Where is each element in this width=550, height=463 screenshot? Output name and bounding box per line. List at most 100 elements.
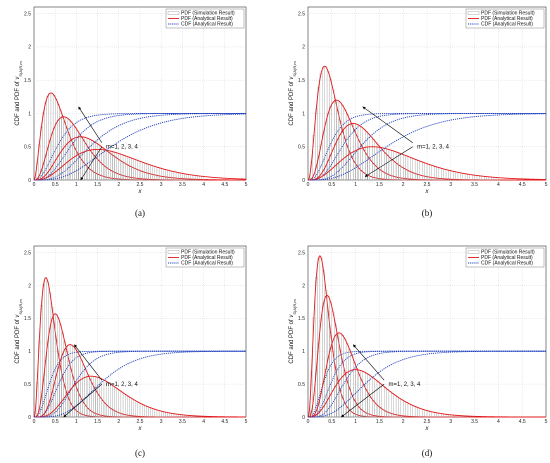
- y-tick-label: 1: [302, 349, 305, 355]
- x-tick-label: 2.5: [424, 419, 431, 425]
- legend-entry-label: CDF (Analytical Result): [181, 22, 233, 28]
- x-tick-label: 2: [117, 182, 120, 188]
- y-tick-label: 0.5: [24, 382, 31, 388]
- y-tick-label: 2: [28, 45, 31, 51]
- pdf-analytical-curve-m4: [308, 146, 547, 181]
- x-tick-label: 4.5: [221, 182, 228, 188]
- legend-entry-label: PDF (Analytical Result): [481, 16, 533, 22]
- y-axis-label: CDF and PDF of vS(A)R,m: [289, 299, 297, 364]
- legend-swatch-histogram: [467, 250, 480, 254]
- cdf-analytical-curve-m4: [34, 113, 247, 181]
- y-tick-label: 2.5: [298, 11, 305, 17]
- x-tick-label: 2.5: [424, 182, 431, 188]
- x-tick-label: 0.5: [52, 182, 59, 188]
- x-tick-label: 0: [33, 182, 36, 188]
- x-tick-label: 3.5: [179, 182, 186, 188]
- legend-entry-label: PDF (Analytical Result): [181, 16, 233, 22]
- x-tick-label: 1: [354, 182, 357, 188]
- x-tick-label: 4.5: [519, 419, 526, 425]
- y-tick-label: 1.5: [24, 78, 31, 84]
- panel-caption: (b): [422, 208, 433, 218]
- legend-box: [465, 8, 545, 29]
- x-tick-label: 3: [449, 419, 452, 425]
- cdf-analytical-curve-m4: [308, 350, 546, 418]
- x-tick-label: 4.5: [221, 419, 228, 425]
- x-tick-label: 0.5: [328, 419, 335, 425]
- y-tick-label: 2: [302, 45, 305, 51]
- y-tick-label: 0: [302, 415, 305, 421]
- x-axis-label: x: [425, 426, 430, 432]
- cdf-analytical-curve-m2: [34, 113, 246, 181]
- y-tick-label: 1: [28, 349, 31, 355]
- annotation-arrow-down: [364, 146, 413, 177]
- annotation-label: m=1, 2, 3, 4: [106, 382, 139, 388]
- x-tick-label: 0.5: [52, 419, 59, 425]
- x-tick-label: 5: [245, 182, 248, 188]
- x-tick-label: 5: [545, 182, 548, 188]
- x-tick-label: 0: [307, 182, 310, 188]
- x-tick-label: 1.5: [94, 419, 101, 425]
- legend-entry-label: CDF (Analytical Result): [481, 22, 533, 28]
- legend-entry-label: CDF (Analytical Result): [181, 261, 233, 267]
- x-tick-label: 1.5: [376, 182, 383, 188]
- x-tick-label: 3: [160, 182, 163, 188]
- cdf-analytical-curve-m3: [34, 113, 246, 181]
- legend-swatch-histogram: [167, 250, 180, 254]
- annotation-label: m=1, 2, 3, 4: [389, 382, 422, 388]
- annotation-label: m=1, 2, 3, 4: [106, 145, 139, 151]
- legend-entry-label: PDF (Simulation Result): [481, 11, 535, 17]
- panel-caption: (c): [135, 448, 145, 458]
- x-tick-label: 2: [402, 182, 405, 188]
- y-tick-label: 1: [302, 111, 305, 117]
- x-tick-label: 4: [497, 182, 500, 188]
- y-axis-label: CDF and PDF of vS(A)R,m: [15, 61, 23, 126]
- legend-entry-label: PDF (Simulation Result): [181, 250, 235, 256]
- x-tick-label: 5: [545, 419, 548, 425]
- x-tick-label: 0: [33, 419, 36, 425]
- annotation-arrow-up: [362, 106, 413, 143]
- y-tick-label: 0.5: [298, 145, 305, 151]
- x-axis-label: x: [138, 189, 143, 195]
- x-tick-label: 5: [245, 419, 248, 425]
- annotation-label: m=1, 2, 3, 4: [417, 145, 450, 151]
- x-tick-label: 1: [75, 182, 78, 188]
- pdf-analytical-curve-m4: [34, 375, 246, 418]
- legend-swatch-histogram: [167, 11, 180, 15]
- annotation-arrow-up: [352, 344, 385, 381]
- y-tick-label: 0: [28, 178, 31, 184]
- annotation-arrow-down: [63, 383, 103, 418]
- cdf-analytical-curve-m2: [308, 350, 546, 418]
- x-tick-label: 1: [354, 419, 357, 425]
- legend-entry-label: CDF (Analytical Result): [481, 261, 533, 267]
- y-tick-label: 2.5: [24, 250, 31, 256]
- y-tick-label: 0.5: [24, 145, 31, 151]
- x-tick-label: 1.5: [376, 419, 383, 425]
- x-tick-label: 4: [202, 182, 205, 188]
- legend-box: [165, 247, 245, 268]
- y-tick-label: 0: [28, 415, 31, 421]
- cdf-analytical-curve-m4: [308, 113, 547, 181]
- pdf-analytical-curve-m4: [308, 369, 546, 418]
- x-tick-label: 4: [202, 419, 205, 425]
- legend-box: [465, 247, 545, 268]
- y-axis-label: CDF and PDF of vS(A)R,m: [289, 61, 297, 126]
- legend-entry-label: PDF (Simulation Result): [181, 11, 235, 17]
- x-tick-label: 0: [307, 419, 310, 425]
- x-tick-label: 3.5: [179, 419, 186, 425]
- pdf-analytical-curve-m4: [34, 148, 247, 181]
- y-tick-label: 2: [302, 283, 305, 289]
- legend-swatch-histogram: [467, 11, 480, 15]
- legend-entry-label: PDF (Analytical Result): [181, 255, 233, 261]
- x-tick-label: 2.5: [137, 182, 144, 188]
- x-tick-label: 1: [75, 419, 78, 425]
- y-tick-label: 0: [302, 178, 305, 184]
- x-axis-label: x: [138, 426, 143, 432]
- y-tick-label: 1.5: [298, 78, 305, 84]
- legend-entry-label: PDF (Simulation Result): [481, 250, 535, 256]
- y-tick-label: 2: [28, 283, 31, 289]
- cdf-analytical-curve-m1: [307, 350, 546, 418]
- cdf-analytical-curve-m4: [34, 350, 246, 418]
